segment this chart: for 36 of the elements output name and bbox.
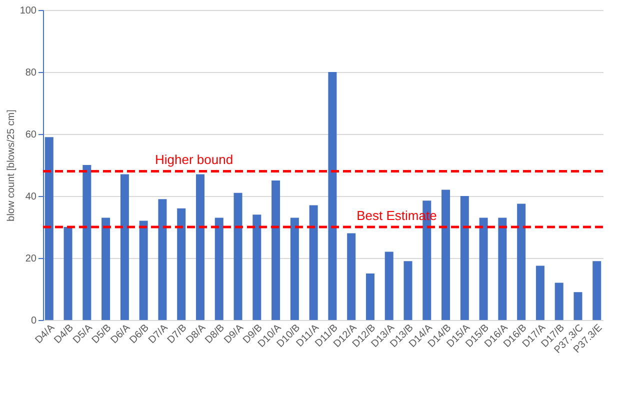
bar — [384, 252, 394, 320]
bar — [554, 282, 564, 320]
bar — [196, 174, 204, 320]
bar — [234, 192, 242, 320]
bar — [309, 205, 318, 320]
bar — [252, 214, 262, 320]
bar — [139, 220, 148, 320]
bar — [460, 196, 469, 320]
bar — [328, 72, 337, 320]
bar — [64, 227, 72, 320]
bar — [404, 261, 412, 320]
bar — [592, 261, 602, 320]
bar — [82, 165, 92, 320]
bar — [177, 208, 186, 320]
bar — [366, 274, 374, 320]
y-axis-title: blow count [blows/25 cm] — [6, 109, 17, 222]
bar — [479, 218, 488, 320]
y-tick-label: 0 — [30, 316, 37, 326]
bar — [158, 199, 167, 320]
bar — [498, 218, 507, 320]
y-tick-label: 60 — [25, 130, 37, 140]
bar — [290, 218, 299, 320]
y-tick-label: 40 — [25, 192, 37, 202]
y-tick-label: 80 — [25, 68, 37, 78]
y-tick-label: 20 — [25, 254, 37, 264]
y-tick-label: 100 — [20, 6, 37, 16]
bar — [120, 174, 129, 320]
bar — [214, 218, 224, 320]
bar — [536, 266, 544, 320]
bar — [442, 190, 450, 320]
ref-line-label: Higher bound — [155, 152, 234, 168]
bar — [272, 180, 280, 320]
bar — [517, 204, 526, 320]
bar — [574, 292, 582, 320]
bar — [102, 218, 110, 320]
bar — [347, 233, 356, 320]
